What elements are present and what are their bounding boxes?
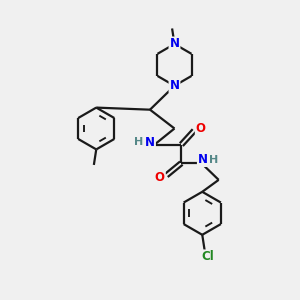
Text: N: N bbox=[198, 153, 208, 166]
Text: H: H bbox=[134, 137, 144, 147]
Text: Cl: Cl bbox=[201, 250, 214, 263]
Text: O: O bbox=[196, 122, 206, 135]
Text: O: O bbox=[155, 171, 165, 184]
Text: N: N bbox=[145, 136, 155, 149]
Text: N: N bbox=[169, 38, 179, 50]
Text: H: H bbox=[209, 154, 218, 165]
Text: N: N bbox=[169, 79, 179, 92]
